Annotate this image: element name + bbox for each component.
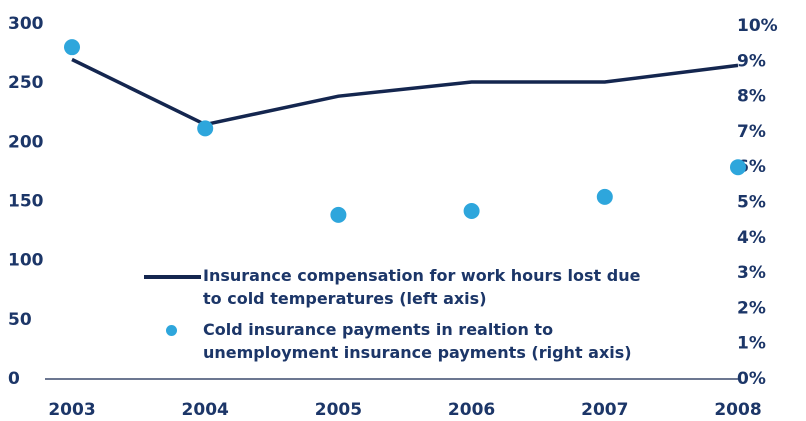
x-tick-label: 2008 <box>714 400 761 420</box>
scatter-point <box>197 120 214 137</box>
legend: Insurance compensation for work hours lo… <box>140 264 660 372</box>
x-tick-label: 2004 <box>182 400 229 420</box>
x-tick-label: 2003 <box>48 400 95 420</box>
y-tick-label: 250 <box>8 73 44 93</box>
legend-label: Insurance compensation for work hours lo… <box>203 266 641 308</box>
y-tick-label: 100 <box>8 251 44 271</box>
line-series <box>71 57 739 127</box>
y2-tick-label: 3% <box>737 263 766 283</box>
legend-swatch <box>166 325 177 336</box>
y2-tick-label: 5% <box>737 193 766 213</box>
y2-tick-label: 4% <box>737 228 766 248</box>
y-tick-label: 200 <box>8 132 44 152</box>
scatter-point <box>596 188 613 205</box>
scatter-point <box>330 206 347 223</box>
legend-label: Cold insurance payments in realtion to u… <box>203 320 632 362</box>
x-tick-label: 2007 <box>581 400 628 420</box>
x-tick-label: 2005 <box>315 400 362 420</box>
y2-tick-label: 9% <box>737 51 766 71</box>
scatter-point <box>463 202 480 219</box>
legend-item: Cold insurance payments in realtion to u… <box>140 318 660 364</box>
legend-swatch <box>144 275 201 279</box>
y-tick-label: 150 <box>8 192 44 212</box>
y2-tick-label: 0% <box>737 369 766 389</box>
y2-tick-label: 2% <box>737 298 766 318</box>
y2-tick-label: 8% <box>737 87 766 107</box>
legend-item: Insurance compensation for work hours lo… <box>140 264 660 310</box>
scatter-point <box>64 39 80 56</box>
x-tick-label: 2006 <box>448 400 495 420</box>
y2-tick-label: 7% <box>737 122 766 142</box>
y-tick-label: 50 <box>8 310 32 330</box>
y2-tick-label: 10% <box>737 16 778 36</box>
scatter-point <box>730 159 746 176</box>
y-tick-label: 0 <box>8 369 20 389</box>
y2-tick-label: 1% <box>737 334 766 354</box>
y-tick-label: 300 <box>8 14 44 34</box>
